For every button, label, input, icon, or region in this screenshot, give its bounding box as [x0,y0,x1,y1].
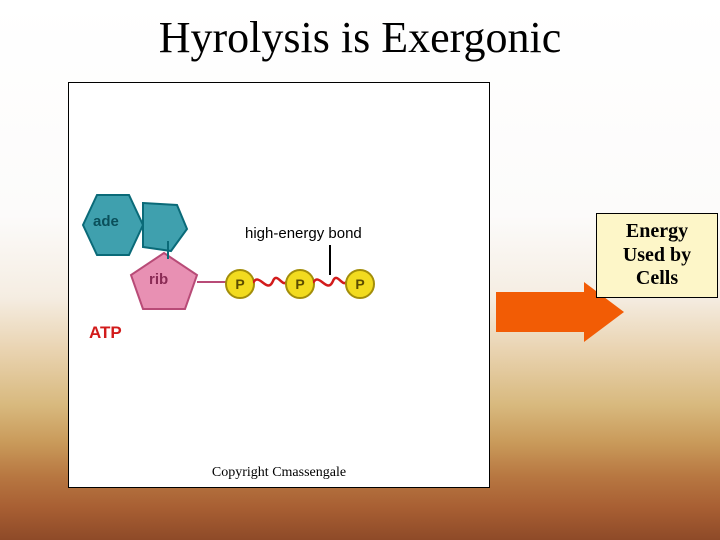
copyright-text: Copyright Cmassengale [69,465,489,481]
slide-title: Hyrolysis is Exergonic [0,12,720,63]
phosphate-2: P [285,269,315,299]
energy-arrow-body [496,292,584,332]
atp-diagram: ade rib P P P [68,82,490,488]
atp-label: ATP [89,323,122,343]
bond-p1-p2 [253,273,287,291]
rib-p-bond [197,279,227,285]
slide: Hyrolysis is Exergonic ade rib P [0,0,720,540]
energy-callout: Energy Used by Cells [596,213,718,298]
energy-line-2: Used by [601,244,713,268]
high-energy-bond-pointer [329,245,331,275]
phosphate-2-label: P [295,276,304,292]
energy-line-3: Cells [601,267,713,291]
adenine-label: ade [93,213,119,230]
ade-rib-connector [163,241,173,259]
ribose-label: rib [149,271,168,288]
energy-line-1: Energy [601,220,713,244]
phosphate-3-label: P [355,276,364,292]
high-energy-bond-label: high-energy bond [245,225,362,242]
phosphate-3: P [345,269,375,299]
phosphate-1-label: P [235,276,244,292]
bond-p2-p3 [313,273,347,291]
phosphate-1: P [225,269,255,299]
